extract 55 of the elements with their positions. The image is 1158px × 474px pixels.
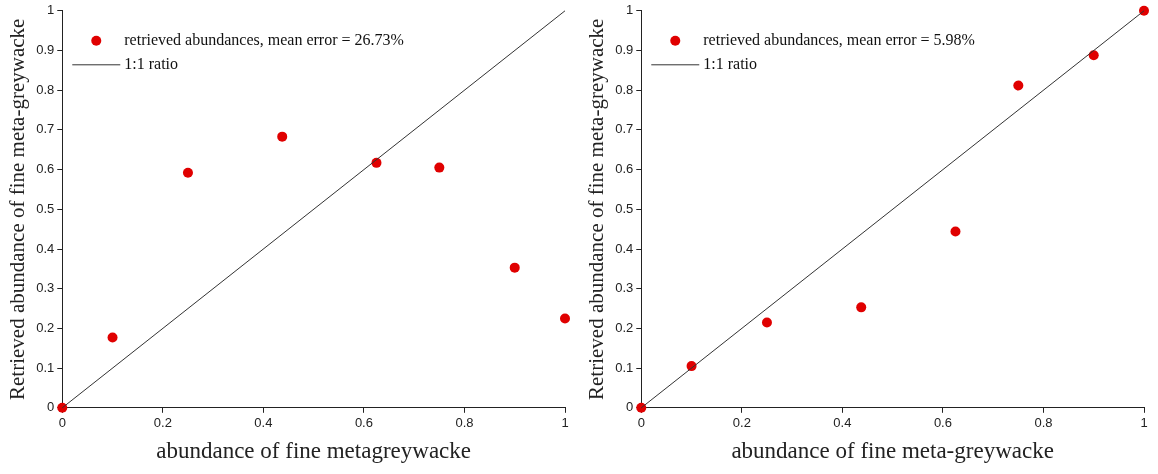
x-tick-label: 0.8 xyxy=(1034,415,1053,431)
y-tick-label: 0.1 xyxy=(615,359,634,375)
y-tick-label: 0.9 xyxy=(615,42,634,58)
x-tick-label: 0.2 xyxy=(153,415,172,431)
x-tick-label: 0.4 xyxy=(254,415,273,431)
y-tick-label: 1 xyxy=(47,2,55,18)
y-tick-label: 0.3 xyxy=(615,280,634,296)
y-tick-label: 0.8 xyxy=(615,81,634,97)
y-tick-label: 0.2 xyxy=(36,319,55,335)
point xyxy=(434,162,445,173)
point xyxy=(182,167,193,178)
y-tick-label: 0.5 xyxy=(615,200,634,216)
legend-label: retrieved abundances, mean error = 26.73% xyxy=(124,31,404,48)
x-tick-label: 0.4 xyxy=(833,415,852,431)
legend-label: 1:1 ratio xyxy=(124,55,179,72)
y-tick-label: 0.2 xyxy=(615,319,634,335)
x-axis-title: abundance of fine meta-greywacke xyxy=(731,438,1054,464)
y-tick-label: 0 xyxy=(47,399,55,415)
y-tick-label: 0.6 xyxy=(615,161,634,177)
point xyxy=(761,317,772,328)
point xyxy=(57,402,68,413)
y-tick-label: 0.1 xyxy=(36,359,55,375)
x-tick-label: 1 xyxy=(561,415,569,431)
x-tick-label: 0.2 xyxy=(732,415,751,431)
y-tick-label: 0.6 xyxy=(36,161,55,177)
point xyxy=(950,226,961,237)
x-axis-title: abundance of fine metagreywacke xyxy=(156,438,472,464)
point xyxy=(1139,5,1149,16)
x-tick-label: 0 xyxy=(58,415,66,431)
y-axis-title: Retrieved abundance of fine meta-greywacke xyxy=(5,18,30,400)
y-tick-label: 0.3 xyxy=(36,280,55,296)
legend-label: retrieved abundances, mean error = 5.98% xyxy=(703,31,975,48)
y-tick-label: 0.7 xyxy=(36,121,55,137)
point xyxy=(1013,80,1024,91)
y-tick-label: 0.5 xyxy=(36,200,55,216)
legend-label: 1:1 ratio xyxy=(703,55,758,72)
y-tick-label: 1 xyxy=(626,2,634,18)
y-tick-label: 0.8 xyxy=(36,81,55,97)
point xyxy=(509,262,520,273)
point xyxy=(107,332,118,343)
y-tick-label: 0.4 xyxy=(615,240,634,256)
x-tick-label: 0.6 xyxy=(933,415,952,431)
y-tick-label: 0.4 xyxy=(36,240,55,256)
point xyxy=(856,302,867,313)
y-tick-label: 0 xyxy=(626,399,634,415)
x-tick-label: 1 xyxy=(1140,415,1148,431)
y-tick-label: 0.7 xyxy=(615,121,634,137)
x-tick-label: 0 xyxy=(637,415,645,431)
point xyxy=(636,402,647,413)
x-tick-label: 0.6 xyxy=(354,415,373,431)
y-axis-title: Retrieved abundance of fine meta-greywacke xyxy=(584,18,609,400)
y-tick-label: 0.9 xyxy=(36,42,55,58)
point xyxy=(560,313,570,324)
x-tick-label: 0.8 xyxy=(455,415,474,431)
point xyxy=(277,131,288,142)
